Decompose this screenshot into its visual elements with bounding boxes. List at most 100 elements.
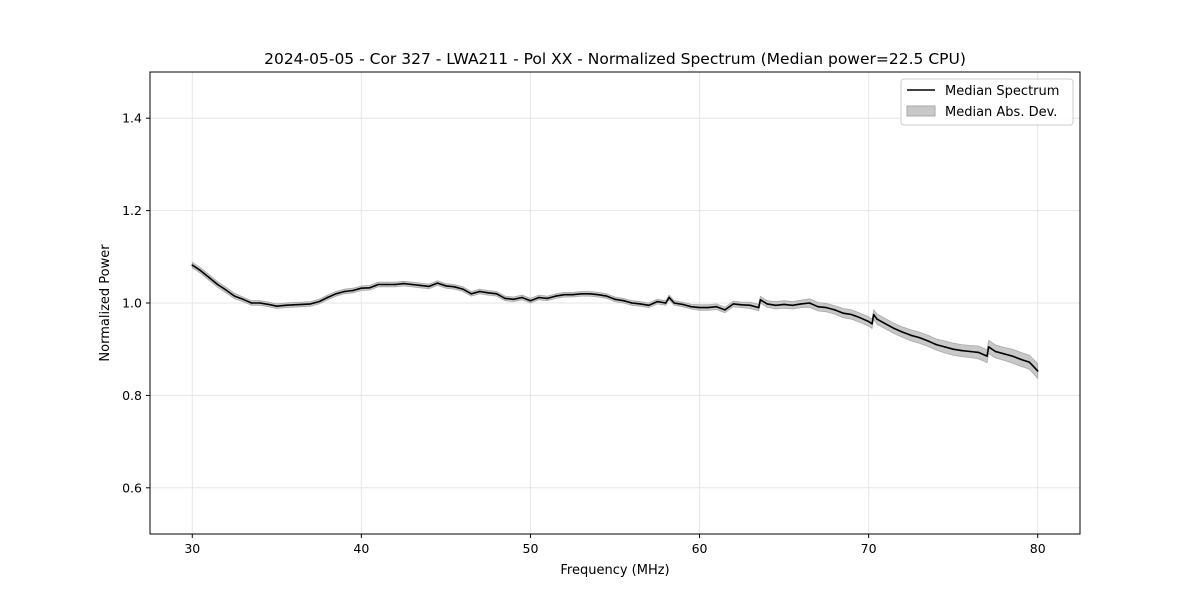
mad-band <box>191 261 1039 380</box>
median-spectrum-point <box>1028 361 1031 363</box>
median-spectrum-point <box>987 346 990 348</box>
median-spectrum-point <box>504 297 506 300</box>
x-tick-label: 50 <box>523 541 539 556</box>
median-spectrum-point <box>1020 358 1022 361</box>
median-spectrum-point <box>668 296 670 299</box>
median-spectrum-point <box>487 292 489 294</box>
median-spectrum-point <box>1036 370 1039 372</box>
median-spectrum-point <box>707 306 709 309</box>
median-spectrum-point <box>800 303 802 305</box>
median-spectrum-point <box>343 290 346 293</box>
x-tick-label: 80 <box>1030 541 1046 556</box>
median-spectrum-point <box>529 299 532 302</box>
median-spectrum-point <box>952 348 954 351</box>
median-spectrum-point <box>394 283 396 286</box>
median-spectrum-point <box>749 304 752 307</box>
median-spectrum-point <box>284 304 287 307</box>
x-tick-label: 30 <box>184 541 200 556</box>
median-spectrum-point <box>766 303 768 305</box>
median-spectrum-point <box>834 309 836 311</box>
median-spectrum-point <box>191 264 194 266</box>
median-spectrum-point <box>267 303 270 306</box>
y-tick-label: 0.8 <box>122 388 142 403</box>
median-spectrum-point <box>385 283 388 286</box>
median-spectrum-point <box>664 302 667 304</box>
median-spectrum-point <box>960 349 963 352</box>
median-spectrum-point <box>453 286 456 288</box>
median-spectrum-point <box>842 312 845 314</box>
x-tick-label: 60 <box>692 541 708 556</box>
median-spectrum-point <box>225 289 227 291</box>
median-spectrum-point <box>622 299 625 302</box>
median-spectrum-point <box>242 298 244 301</box>
median-spectrum-point <box>462 288 464 290</box>
x-tick-label: 70 <box>861 541 877 556</box>
chart-title: 2024-05-05 - Cor 327 - LWA211 - Pol XX -… <box>264 50 966 68</box>
x-tick-label: 40 <box>353 541 369 556</box>
median-spectrum-point <box>377 283 380 286</box>
median-spectrum-point <box>774 304 777 307</box>
median-spectrum-point <box>597 293 599 296</box>
median-spectrum-point <box>605 295 608 297</box>
median-spectrum-point <box>741 304 743 306</box>
median-spectrum-point <box>732 303 735 305</box>
x-axis-label: Frequency (MHz) <box>560 563 669 578</box>
median-spectrum-point <box>470 292 473 295</box>
median-spectrum-point <box>872 313 875 316</box>
median-spectrum-point <box>352 289 354 292</box>
median-spectrum-point <box>588 292 591 295</box>
median-spectrum-point <box>977 351 980 354</box>
median-spectrum-point <box>521 296 523 299</box>
median-spectrum-point <box>259 302 261 304</box>
y-axis-label: Normalized Power <box>98 244 113 362</box>
median-spectrum-point <box>935 343 938 346</box>
legend-median-spectrum: Median Spectrum <box>945 84 1059 99</box>
median-spectrum-point <box>690 305 692 308</box>
median-spectrum-point <box>318 300 320 303</box>
mad-band-group <box>191 261 1039 380</box>
median-spectrum-point <box>631 302 633 304</box>
y-tick-label: 0.6 <box>122 480 142 495</box>
median-spectrum-point <box>250 302 253 304</box>
median-spectrum-point <box>994 350 997 353</box>
median-spectrum-point <box>402 282 405 285</box>
y-tick-label: 1.2 <box>122 203 142 218</box>
median-spectrum-point <box>871 322 873 325</box>
median-spectrum-point <box>411 283 413 286</box>
median-spectrum-point <box>309 303 312 305</box>
median-spectrum-point <box>301 303 303 306</box>
median-spectrum-point <box>901 331 904 333</box>
median-spectrum-point <box>292 304 295 306</box>
median-spectrum-point <box>927 340 929 342</box>
median-spectrum-point <box>478 290 481 293</box>
legend-box <box>900 78 1074 126</box>
median-spectrum-point <box>698 306 701 309</box>
median-spectrum-point <box>817 305 819 308</box>
median-spectrum-point <box>757 306 760 309</box>
median-spectrum-point <box>326 296 329 299</box>
median-spectrum-point <box>918 336 921 339</box>
median-spectrum-point <box>969 350 971 353</box>
median-spectrum-point <box>276 305 278 308</box>
median-spectrum-point <box>715 305 718 308</box>
median-spectrum-point <box>859 316 861 319</box>
y-tick-label: 1.0 <box>122 296 142 311</box>
median-spectrum-point <box>673 302 675 304</box>
median-spectrum-point <box>876 318 878 320</box>
median-spectrum-point <box>428 285 430 288</box>
median-spectrum-point <box>1003 353 1005 355</box>
median-spectrum-point <box>369 286 371 289</box>
median-spectrum-point <box>495 292 498 295</box>
median-spectrum-point <box>580 292 582 295</box>
median-spectrum-point <box>199 269 202 272</box>
median-spectrum-point <box>538 296 540 299</box>
median-spectrum-point <box>759 298 762 301</box>
median-spectrum-point <box>825 306 828 309</box>
median-spectrum-point <box>1011 355 1014 357</box>
median-spectrum-point <box>808 302 811 304</box>
median-spectrum-point <box>419 284 422 287</box>
median-spectrum-point <box>648 304 650 307</box>
median-spectrum-point <box>563 293 566 296</box>
median-line-group <box>191 264 1039 372</box>
